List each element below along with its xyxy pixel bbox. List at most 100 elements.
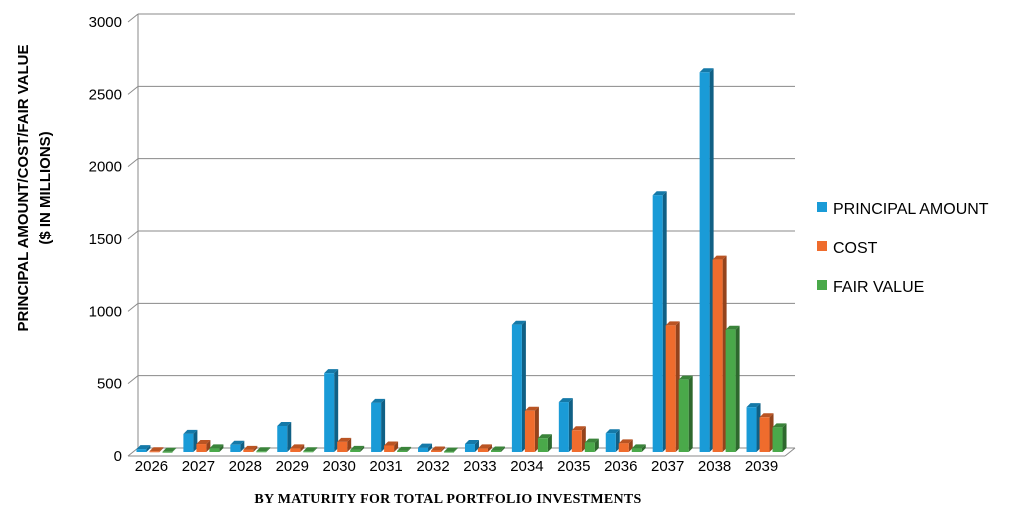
bar-side <box>360 445 365 452</box>
x-tick-label: 2035 <box>557 458 590 475</box>
bar-principal-2035 <box>558 398 573 452</box>
bar-front <box>371 402 382 452</box>
bar-top <box>209 444 224 449</box>
bar-top <box>337 437 352 442</box>
bar-cost-2039 <box>759 413 774 452</box>
legend-label-cost: COST <box>833 240 878 257</box>
bar-front <box>652 195 663 452</box>
bar-top <box>196 440 211 445</box>
bar-front <box>397 450 408 452</box>
bar-front <box>149 451 160 453</box>
bar-front <box>464 444 475 452</box>
bar-front <box>431 450 442 452</box>
bar-top <box>350 445 365 450</box>
y-tick-label: 2500 <box>89 86 122 103</box>
bar-principal-2028 <box>230 440 245 452</box>
bar-side <box>287 421 292 452</box>
x-tick-label: 2033 <box>463 458 496 475</box>
bar-cost-2036 <box>618 439 633 452</box>
bar-front <box>490 450 501 452</box>
bar-top <box>678 375 693 380</box>
bar-side <box>172 447 177 452</box>
bar-fair-value-2027 <box>209 444 224 452</box>
bar-top <box>464 440 479 445</box>
bar-principal-2026 <box>136 445 151 452</box>
bar-top <box>277 421 292 426</box>
bar-principal-2039 <box>746 403 761 452</box>
x-tick-label: 2029 <box>276 458 309 475</box>
bar-top <box>256 447 271 452</box>
bar-side <box>454 447 459 452</box>
bar-top <box>397 446 412 451</box>
y-axis-label-line1: PRINCIPAL AMOUNT/COST/FAIR VALUE <box>15 45 32 332</box>
bar-cost-2034 <box>524 406 539 452</box>
gridline-corner <box>127 375 139 385</box>
bar-fair-value-2029 <box>303 447 318 453</box>
bar-cost-2029 <box>290 444 305 452</box>
bar-side <box>782 423 787 452</box>
bar-fair-value-2028 <box>256 447 271 453</box>
bar-top <box>725 325 740 330</box>
bar-front <box>324 373 335 452</box>
y-axis-label-line2: ($ IN MILLIONS) <box>37 131 54 244</box>
bar-top <box>162 447 177 452</box>
bar-side <box>334 369 339 452</box>
bar-cost-2026 <box>149 447 164 453</box>
gridline-corner <box>127 158 139 168</box>
gridlines <box>127 13 796 457</box>
bar-top <box>243 445 258 450</box>
bar-top <box>490 446 505 451</box>
bar-top <box>584 438 599 443</box>
bar-side <box>735 325 740 452</box>
bar-principal-2029 <box>277 421 292 452</box>
bar-principal-2036 <box>605 429 620 452</box>
bar-top <box>149 447 164 452</box>
legend-swatch-fair-value <box>817 280 827 290</box>
bar-front <box>418 447 429 452</box>
bar-front <box>384 445 395 452</box>
legend-swatch-principal <box>817 202 827 212</box>
bar-fair-value-2026 <box>162 447 177 453</box>
bar-fair-value-2033 <box>490 446 505 452</box>
bar-front <box>712 259 723 452</box>
bar-top <box>418 443 433 448</box>
gridline-corner <box>127 13 139 23</box>
bar-front <box>699 72 710 452</box>
bar-fair-value-2039 <box>772 423 787 452</box>
bar-top <box>444 447 459 452</box>
x-tick-label: 2027 <box>182 458 215 475</box>
bar-front <box>605 433 616 452</box>
bar-front <box>196 444 207 452</box>
bar-front <box>618 443 629 452</box>
bar-side <box>641 444 646 452</box>
bar-top <box>772 423 787 428</box>
gridline-corner <box>127 85 139 95</box>
x-axis-ticks: 2026 2027 2028 2029 2030 2031 2032 2033 2034 2035… <box>135 458 778 475</box>
bar-top <box>618 439 633 444</box>
bar-top <box>230 440 245 445</box>
bar-top <box>631 444 646 449</box>
x-tick-label: 2036 <box>604 458 637 475</box>
bar-front <box>243 449 254 452</box>
y-tick-label: 0 <box>114 448 122 465</box>
bar-cost-2033 <box>477 444 492 452</box>
legend-swatch-cost <box>817 241 827 251</box>
bar-top <box>290 444 305 449</box>
bar-top <box>303 447 318 452</box>
bar-side <box>206 440 211 452</box>
bar-front <box>136 449 147 452</box>
bar-front <box>571 430 582 452</box>
bar-side <box>266 447 271 452</box>
bar-principal-2032 <box>418 443 433 452</box>
bar-top <box>558 398 573 403</box>
bar-front <box>584 442 595 452</box>
bar-front <box>477 448 488 452</box>
bar-top <box>652 191 667 196</box>
bar-front <box>678 379 689 452</box>
bar-top <box>324 369 339 374</box>
bar-front <box>350 449 361 452</box>
bar-front <box>759 417 770 452</box>
y-tick-label: 1000 <box>89 303 122 320</box>
x-axis-label: BY MATURITY FOR TOTAL PORTFOLIO INVESTME… <box>254 492 641 507</box>
